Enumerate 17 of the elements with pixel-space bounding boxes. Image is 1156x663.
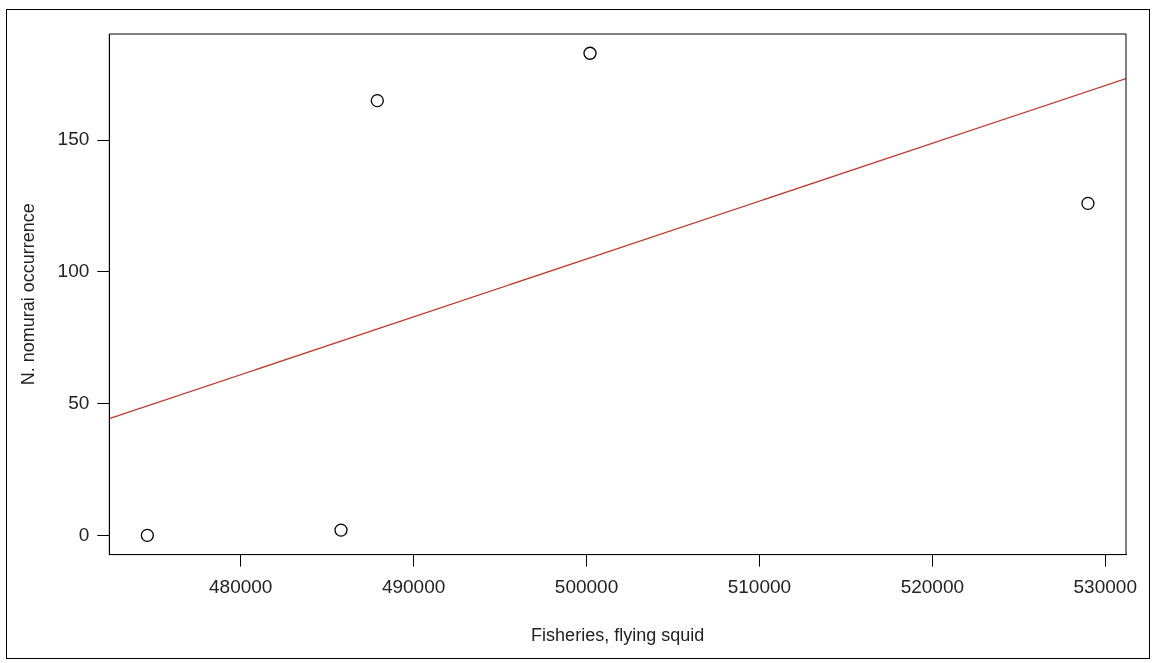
- y-tick-label: 0: [78, 523, 90, 545]
- x-tick-label: 490000: [381, 576, 446, 598]
- point: [1081, 196, 1095, 211]
- x-tick-label: 500000: [554, 576, 619, 598]
- point: [370, 94, 384, 108]
- y-tick-label: 100: [57, 260, 90, 282]
- y-tick-label: 150: [57, 128, 90, 150]
- x-tick-label: 530000: [1073, 576, 1137, 598]
- point: [583, 46, 597, 60]
- x-axis-title: Fisheries, flying squid: [531, 625, 705, 646]
- point: [334, 523, 348, 537]
- y-axis-title: N. nomurai occurrence: [17, 203, 38, 386]
- x-tick-label: 520000: [900, 576, 965, 598]
- x-tick-label: 480000: [209, 576, 273, 598]
- x-tick-label: 510000: [727, 576, 792, 598]
- y-tick-label: 50: [68, 391, 90, 413]
- point: [140, 528, 154, 543]
